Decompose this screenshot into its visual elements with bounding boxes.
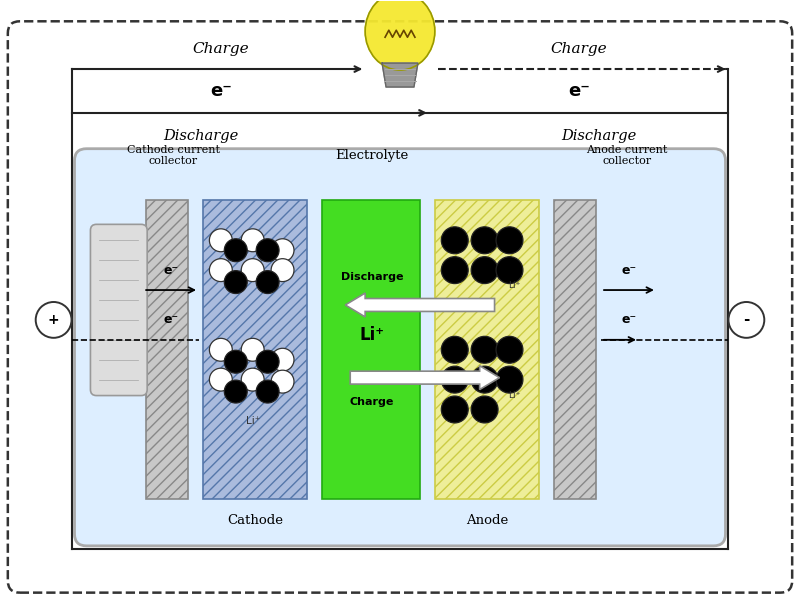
Text: Anode: Anode: [466, 514, 509, 527]
Text: Charge: Charge: [350, 397, 394, 407]
Text: Charge: Charge: [551, 42, 607, 56]
Circle shape: [256, 380, 279, 403]
Text: Discharge: Discharge: [562, 129, 637, 143]
Circle shape: [471, 366, 498, 393]
Text: Charge: Charge: [193, 42, 249, 56]
FancyBboxPatch shape: [90, 224, 147, 395]
Circle shape: [256, 239, 279, 262]
FancyArrow shape: [346, 293, 494, 317]
Polygon shape: [382, 63, 418, 87]
Text: e⁻: e⁻: [163, 263, 178, 277]
Circle shape: [442, 227, 468, 254]
Text: +: +: [48, 313, 59, 327]
Text: Li⁺: Li⁺: [246, 416, 260, 427]
Text: Anode current
collector: Anode current collector: [586, 145, 668, 166]
Circle shape: [496, 227, 523, 254]
Circle shape: [242, 229, 264, 252]
Circle shape: [496, 366, 523, 393]
Text: e⁻: e⁻: [210, 82, 232, 100]
Circle shape: [224, 271, 247, 293]
Text: e⁻: e⁻: [568, 82, 590, 100]
Circle shape: [224, 239, 247, 262]
Text: Discharge: Discharge: [341, 272, 403, 282]
Text: Li⁺: Li⁺: [508, 391, 521, 400]
Circle shape: [442, 337, 468, 363]
Ellipse shape: [365, 0, 435, 70]
FancyBboxPatch shape: [74, 149, 726, 546]
Circle shape: [256, 350, 279, 373]
Circle shape: [210, 229, 232, 252]
Circle shape: [242, 259, 264, 281]
Circle shape: [210, 368, 232, 391]
Bar: [203, 200, 307, 499]
Circle shape: [242, 368, 264, 391]
Circle shape: [242, 338, 264, 361]
Text: Li⁺: Li⁺: [508, 281, 521, 290]
Circle shape: [442, 257, 468, 284]
Circle shape: [442, 396, 468, 423]
Circle shape: [471, 337, 498, 363]
Circle shape: [210, 338, 232, 361]
Text: e⁻: e⁻: [622, 263, 637, 277]
Circle shape: [224, 380, 247, 403]
Text: Cathode current
collector: Cathode current collector: [126, 145, 219, 166]
Circle shape: [271, 370, 294, 393]
Text: Li⁺: Li⁺: [360, 326, 385, 344]
Text: Electrolyte: Electrolyte: [335, 149, 409, 162]
Text: Discharge: Discharge: [163, 129, 238, 143]
FancyArrow shape: [350, 365, 499, 389]
Circle shape: [496, 337, 523, 363]
Circle shape: [496, 257, 523, 284]
Bar: [554, 200, 596, 499]
Circle shape: [271, 239, 294, 262]
Circle shape: [224, 350, 247, 373]
Text: e⁻: e⁻: [622, 313, 637, 326]
Circle shape: [471, 396, 498, 423]
Circle shape: [729, 302, 764, 338]
Text: Cathode: Cathode: [228, 514, 284, 527]
Circle shape: [471, 257, 498, 284]
Circle shape: [256, 271, 279, 293]
Text: -: -: [743, 313, 750, 328]
Circle shape: [271, 348, 294, 371]
Bar: [146, 200, 188, 499]
Circle shape: [36, 302, 71, 338]
FancyBboxPatch shape: [8, 21, 792, 593]
Bar: [322, 200, 420, 499]
Text: e⁻: e⁻: [163, 313, 178, 326]
Circle shape: [442, 366, 468, 393]
Circle shape: [471, 227, 498, 254]
Circle shape: [210, 259, 232, 281]
Bar: [435, 200, 539, 499]
Circle shape: [271, 259, 294, 281]
